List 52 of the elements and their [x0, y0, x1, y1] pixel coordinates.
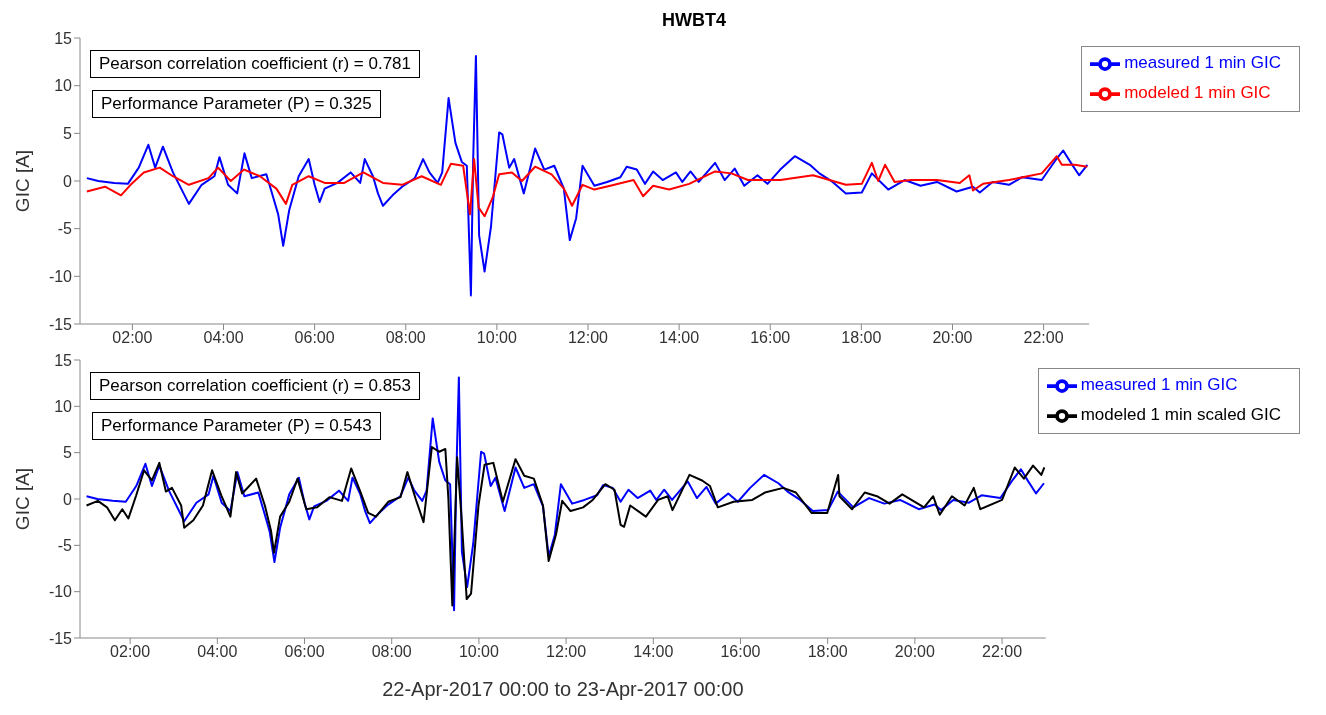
line-series	[85, 55, 1089, 297]
y-tick-label: 0	[63, 490, 73, 508]
y-tick-label: -15	[48, 629, 73, 647]
line-series	[85, 155, 1089, 218]
x-tick-label: 02:00	[110, 643, 151, 661]
line-series	[85, 376, 1045, 612]
x-tick-label: 08:00	[371, 643, 412, 661]
legend-label: measured 1 min GIC	[1080, 375, 1238, 395]
x-tick-label: 04:00	[197, 643, 238, 661]
y-axis-title: GIC [A]	[11, 467, 33, 531]
x-tick-label: 08:00	[385, 329, 426, 347]
x-tick-label: 16:00	[720, 643, 761, 661]
y-tick-label: -10	[48, 583, 73, 601]
y-tick-label: -5	[57, 220, 73, 238]
legend-label: modeled 1 min GIC	[1124, 83, 1271, 103]
x-tick-label: 12:00	[546, 643, 587, 661]
x-tick-label: 06:00	[294, 329, 335, 347]
legend-label: measured 1 min GIC	[1124, 53, 1281, 73]
x-tick-label: 18:00	[807, 643, 848, 661]
y-tick-label: -15	[48, 315, 73, 333]
y-tick-label: -10	[48, 268, 73, 286]
x-axis-title: 22-Apr-2017 00:00 to 23-Apr-2017 00:00	[382, 678, 744, 700]
x-tick-label: 10:00	[458, 643, 500, 661]
annotation: Performance Parameter (P) = 0.325	[92, 90, 381, 118]
annotation: Pearson correlation coefficient (r) = 0.853	[90, 372, 420, 400]
x-tick-label: 02:00	[112, 329, 153, 347]
x-tick-label: 12:00	[567, 329, 609, 347]
y-tick-label: 15	[54, 29, 73, 47]
legend-label: modeled 1 min scaled GIC	[1080, 405, 1281, 425]
annotation: Pearson correlation coefficient (r) = 0.781	[90, 50, 420, 78]
line-series	[85, 446, 1046, 607]
y-tick-label: 10	[54, 77, 73, 95]
y-axis-title: GIC [A]	[11, 149, 33, 213]
x-tick-label: 16:00	[750, 329, 791, 347]
y-tick-label: 5	[63, 444, 73, 462]
x-tick-label: 22:00	[1023, 329, 1064, 347]
y-tick-label: 10	[54, 398, 73, 416]
x-tick-label: 14:00	[633, 643, 674, 661]
x-tick-label: 06:00	[284, 643, 325, 661]
x-tick-label: 04:00	[203, 329, 244, 347]
chart-title: HWBT4	[661, 10, 727, 31]
y-tick-label: -5	[57, 537, 73, 555]
y-tick-label: 5	[63, 125, 73, 143]
x-tick-label: 10:00	[476, 329, 517, 347]
x-tick-label: 14:00	[659, 329, 700, 347]
x-tick-label: 20:00	[932, 329, 973, 347]
x-tick-label: 22:00	[982, 643, 1023, 661]
x-tick-label: 20:00	[894, 643, 935, 661]
y-tick-label: 15	[54, 351, 73, 369]
x-tick-label: 18:00	[841, 329, 882, 347]
annotation: Performance Parameter (P) = 0.543	[92, 412, 381, 440]
y-tick-label: 0	[63, 172, 73, 190]
